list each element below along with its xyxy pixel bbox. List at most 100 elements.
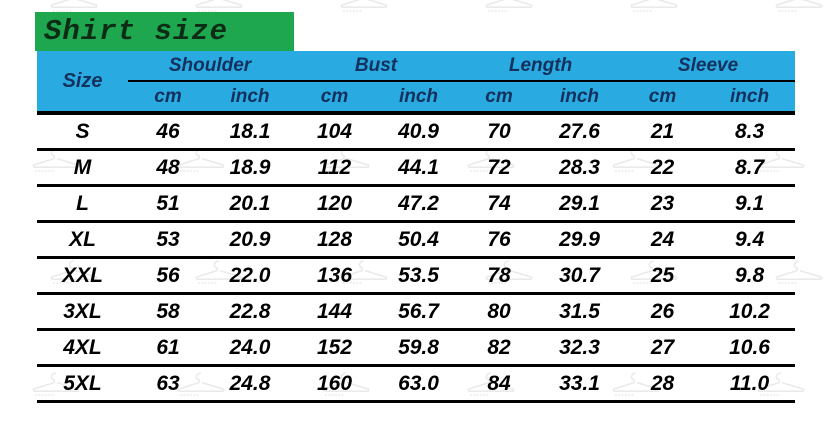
- table-cell: 24: [621, 221, 705, 259]
- table-row: M 48 18.9 112 44.1 72 28.3 22 8.7: [37, 149, 796, 187]
- table-cell: 28: [621, 365, 705, 403]
- table-cell: 30.7: [538, 257, 622, 295]
- header-cell-inch: inch: [704, 81, 796, 115]
- table-cell: 136: [292, 257, 377, 295]
- header-cell-length: Length: [460, 51, 622, 82]
- table-cell: 46: [128, 113, 208, 151]
- table-cell: 74: [460, 185, 539, 223]
- table-cell: 80: [460, 293, 539, 331]
- header-cell-cm: cm: [128, 81, 208, 115]
- table-cell: 20.1: [208, 185, 292, 223]
- table-cell: 40.9: [377, 113, 461, 151]
- table-cell: 22.8: [208, 293, 292, 331]
- table-cell: 48: [128, 149, 208, 187]
- hanger-watermark-icon: [775, 0, 823, 12]
- table-cell: 27.6: [538, 113, 622, 151]
- size-cell: 4XL: [37, 329, 128, 367]
- header-cell-sleeve: Sleeve: [621, 51, 796, 82]
- table-row: XL 53 20.9 128 50.4 76 29.9 24 9.4: [37, 221, 796, 259]
- table-cell: 9.8: [704, 257, 796, 295]
- hanger-watermark-icon: [485, 0, 533, 12]
- hanger-watermark-icon: [50, 0, 98, 12]
- size-cell: M: [37, 149, 128, 187]
- table-cell: 28.3: [538, 149, 622, 187]
- table-cell: 59.8: [377, 329, 461, 367]
- table-cell: 24.0: [208, 329, 292, 367]
- header-cell-inch: inch: [538, 81, 622, 115]
- table-cell: 8.3: [704, 113, 796, 151]
- size-cell: 5XL: [37, 365, 128, 403]
- table-cell: 160: [292, 365, 377, 403]
- table-row: 4XL 61 24.0 152 59.8 82 32.3 27 10.6: [37, 329, 796, 367]
- header-cell-size: Size: [37, 51, 128, 115]
- table-cell: 26: [621, 293, 705, 331]
- table-cell: 152: [292, 329, 377, 367]
- table-cell: 63.0: [377, 365, 461, 403]
- table-cell: 56: [128, 257, 208, 295]
- header-cell-cm: cm: [621, 81, 705, 115]
- table-cell: 22: [621, 149, 705, 187]
- table-cell: 53.5: [377, 257, 461, 295]
- hanger-watermark-icon: [340, 0, 388, 12]
- table-cell: 9.4: [704, 221, 796, 259]
- table-cell: 27: [621, 329, 705, 367]
- table-cell: 112: [292, 149, 377, 187]
- table-cell: 22.0: [208, 257, 292, 295]
- table-cell: 51: [128, 185, 208, 223]
- table-cell: 25: [621, 257, 705, 295]
- table-row: 5XL 63 24.8 160 63.0 84 33.1 28 11.0: [37, 365, 796, 403]
- table-cell: 84: [460, 365, 539, 403]
- header-cell-cm: cm: [292, 81, 377, 115]
- table-cell: 53: [128, 221, 208, 259]
- table-cell: 144: [292, 293, 377, 331]
- size-cell: S: [37, 113, 128, 151]
- table-cell: 128: [292, 221, 377, 259]
- table-cell: 29.1: [538, 185, 622, 223]
- table-cell: 32.3: [538, 329, 622, 367]
- table-cell: 10.6: [704, 329, 796, 367]
- table-cell: 29.9: [538, 221, 622, 259]
- table-cell: 33.1: [538, 365, 622, 403]
- table-cell: 120: [292, 185, 377, 223]
- size-table: Size Shoulder Bust Length Sleeve cm inch…: [37, 51, 796, 403]
- table-cell: 9.1: [704, 185, 796, 223]
- table-row: S 46 18.1 104 40.9 70 27.6 21 8.3: [37, 113, 796, 151]
- table-cell: 70: [460, 113, 539, 151]
- table-cell: 23: [621, 185, 705, 223]
- size-cell: 3XL: [37, 293, 128, 331]
- header-cell-inch: inch: [208, 81, 292, 115]
- size-cell: L: [37, 185, 128, 223]
- size-cell: XL: [37, 221, 128, 259]
- page-title: Shirt size: [44, 15, 229, 48]
- table-cell: 11.0: [704, 365, 796, 403]
- header-cell-cm: cm: [460, 81, 539, 115]
- hanger-watermark-icon: [195, 0, 243, 12]
- table-cell: 20.9: [208, 221, 292, 259]
- table-cell: 18.9: [208, 149, 292, 187]
- table-cell: 82: [460, 329, 539, 367]
- header-cell-shoulder: Shoulder: [128, 51, 292, 82]
- table-row: 3XL 58 22.8 144 56.7 80 31.5 26 10.2: [37, 293, 796, 331]
- table-cell: 78: [460, 257, 539, 295]
- table-row: XXL 56 22.0 136 53.5 78 30.7 25 9.8: [37, 257, 796, 295]
- table-cell: 21: [621, 113, 705, 151]
- unit-header-row: cm inch cm inch cm inch cm inch: [37, 81, 796, 115]
- table-row: L 51 20.1 120 47.2 74 29.1 23 9.1: [37, 185, 796, 223]
- table-cell: 72: [460, 149, 539, 187]
- size-cell: XXL: [37, 257, 128, 295]
- table-cell: 58: [128, 293, 208, 331]
- table-cell: 61: [128, 329, 208, 367]
- group-header-row: Size Shoulder Bust Length Sleeve: [37, 51, 796, 115]
- table-cell: 44.1: [377, 149, 461, 187]
- table-cell: 10.2: [704, 293, 796, 331]
- table-cell: 18.1: [208, 113, 292, 151]
- title-banner: Shirt size: [35, 12, 294, 51]
- header-cell-inch: inch: [377, 81, 461, 115]
- table-cell: 56.7: [377, 293, 461, 331]
- table-cell: 63: [128, 365, 208, 403]
- table-cell: 8.7: [704, 149, 796, 187]
- table-cell: 31.5: [538, 293, 622, 331]
- table-cell: 47.2: [377, 185, 461, 223]
- table-cell: 24.8: [208, 365, 292, 403]
